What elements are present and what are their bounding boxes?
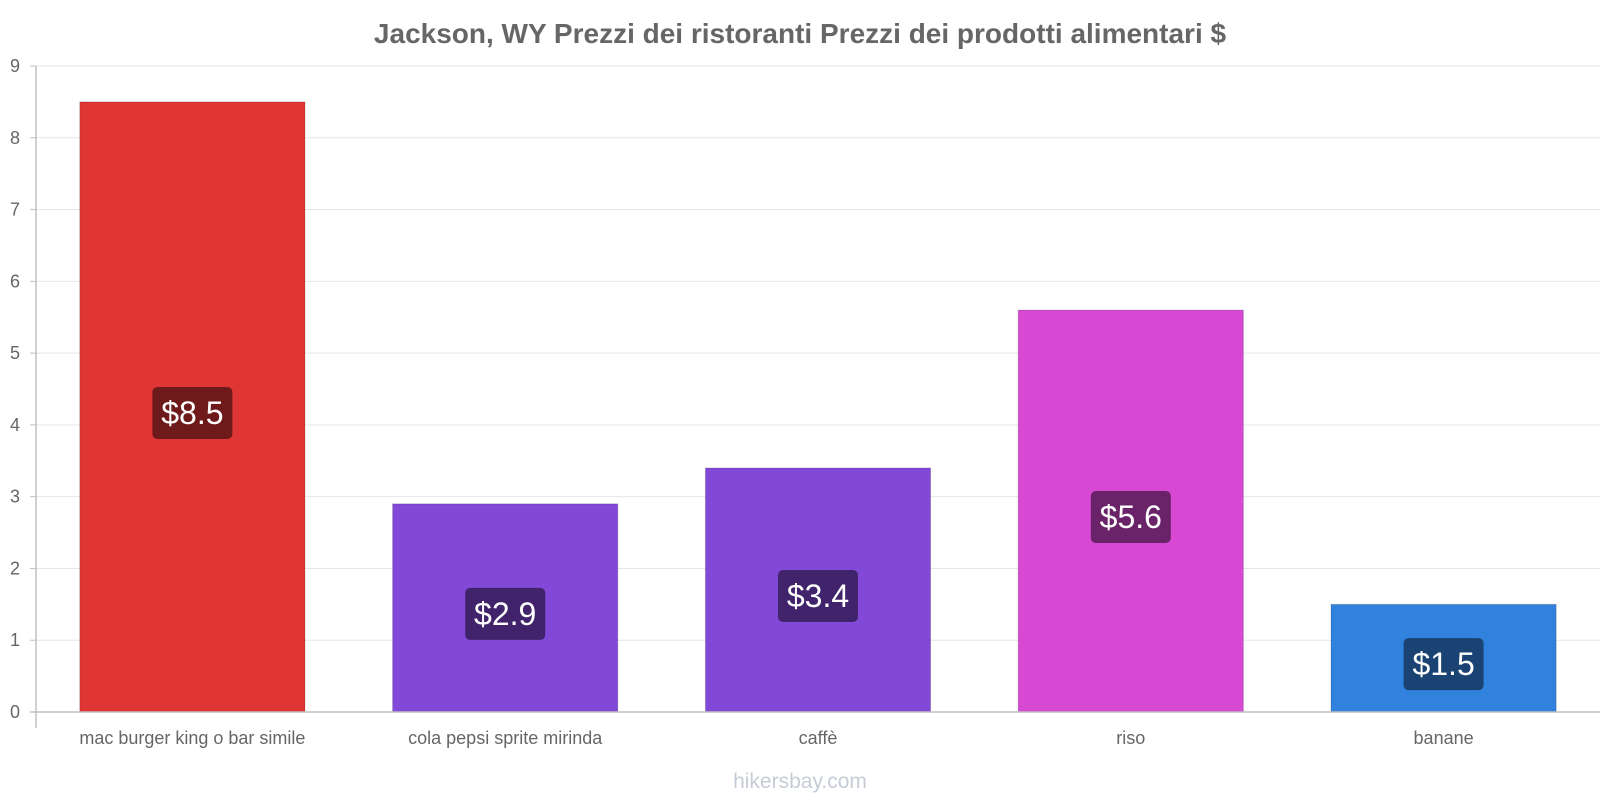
value-label-badge: [465, 587, 546, 640]
y-tick-label: 6: [10, 271, 20, 291]
y-tick-label: 3: [10, 487, 20, 507]
y-tick-label: 4: [10, 415, 20, 435]
y-tick-label: 5: [10, 343, 20, 363]
x-axis: mac burger king o bar simile cola pepsi s…: [30, 711, 1600, 748]
y-tick-label: 2: [10, 558, 20, 578]
y-tick-label: 0: [10, 702, 20, 722]
y-axis: 0 1 2 3 4 5 6 7 8 9: [10, 56, 37, 728]
value-label: $3.4: [787, 578, 849, 614]
y-tick-label: 9: [10, 56, 20, 76]
value-labels: $8.5 $2.9 $3.4 $5.6 $1.5: [152, 386, 1484, 691]
value-label: $1.5: [1412, 646, 1474, 682]
value-label: $8.5: [161, 395, 223, 431]
credit-text: hikersbay.com: [733, 770, 867, 793]
value-label-badge: [1090, 491, 1171, 544]
value-label-badge: [152, 386, 233, 439]
x-tick-label: cola pepsi sprite mirinda: [408, 728, 603, 748]
y-tick-label: 1: [10, 630, 20, 650]
value-label: $2.9: [474, 596, 536, 632]
value-label-badge: [778, 569, 858, 622]
value-label: $5.6: [1100, 499, 1162, 535]
x-tick-label: riso: [1116, 728, 1145, 748]
chart-title: Jackson, WY Prezzi dei ristoranti Prezzi…: [374, 18, 1227, 49]
value-label-badge: [1403, 638, 1484, 691]
x-tick-label: caffè: [799, 728, 838, 748]
y-tick-label: 8: [10, 128, 20, 148]
x-tick-label: banane: [1414, 728, 1474, 748]
x-tick-label: mac burger king o bar simile: [79, 728, 305, 748]
y-tick-label: 7: [10, 200, 20, 220]
